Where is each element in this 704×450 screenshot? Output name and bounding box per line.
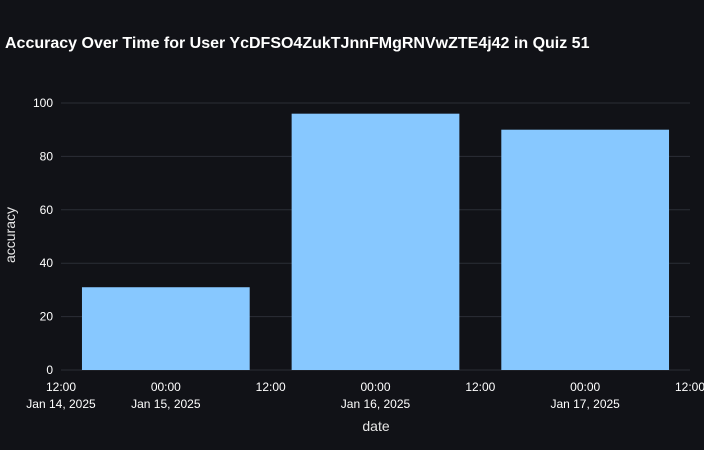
x-tick-date-label: Jan 17, 2025 [550,397,620,411]
chart-title: Accuracy Over Time for User YcDFSO4ZukTJ… [5,35,590,52]
x-tick-label: 00:00 [360,380,390,394]
bar-2025-01-17[interactable] [501,129,670,370]
x-tick-date-label: Jan 15, 2025 [131,397,201,411]
y-tick-label: 80 [40,149,54,163]
bars [81,113,670,371]
x-axis-title: date [362,418,389,434]
x-tick-label: 12:00 [46,380,76,394]
x-tick-label: 12:00 [675,380,704,394]
y-tick-label: 60 [40,203,54,217]
x-tick-date-label: Jan 16, 2025 [341,397,411,411]
x-tick-label: 12:00 [465,380,495,394]
y-tick-label: 40 [40,256,54,270]
x-tick-label: 00:00 [151,380,181,394]
x-axis-ticks: 12:00 Jan 14, 2025 00:00 Jan 15, 2025 12:00 0… [26,380,704,411]
y-axis-title: accuracy [2,207,18,263]
y-tick-label: 0 [46,363,53,377]
y-axis-ticks: 0 20 40 60 80 100 [33,96,53,377]
x-tick-label: 00:00 [570,380,600,394]
y-tick-label: 20 [40,310,54,324]
x-tick-label: 12:00 [256,380,286,394]
bar-2025-01-15[interactable] [81,287,250,370]
bar-2025-01-16[interactable] [291,113,460,371]
y-tick-label: 100 [33,96,53,110]
x-tick-date-label: Jan 14, 2025 [26,397,96,411]
